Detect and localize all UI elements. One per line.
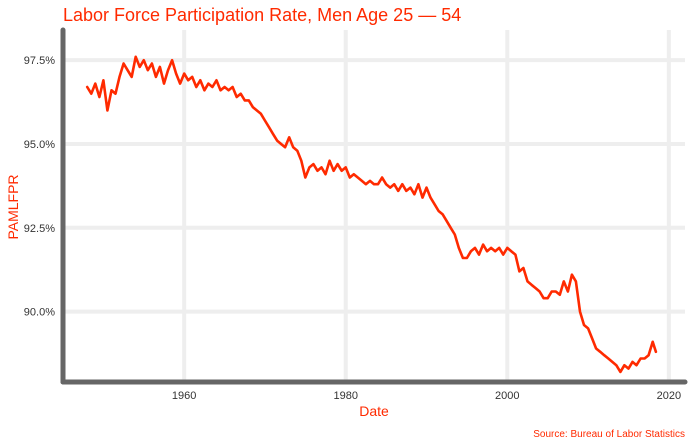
grid-lines xyxy=(63,30,685,382)
x-axis-title: Date xyxy=(359,403,389,419)
y-tick-label: 95.0% xyxy=(24,139,55,151)
x-tick-label: 1980 xyxy=(333,390,357,402)
y-axis-title: PAMLFPR xyxy=(5,174,21,239)
x-tick-label: 2020 xyxy=(657,390,681,402)
axes xyxy=(60,27,688,385)
series-line xyxy=(85,55,658,374)
source-note: Source: Bureau of Labor Statistics xyxy=(533,429,685,440)
y-tick-label: 97.5% xyxy=(24,55,55,67)
y-tick-label: 92.5% xyxy=(24,223,55,235)
tick-labels: 90.0% 92.5% 95.0% 97.5% 1960 1980 2000 2020 xyxy=(24,55,681,402)
y-tick-label: 90.0% xyxy=(24,307,55,319)
x-tick-label: 2000 xyxy=(495,390,519,402)
chart-title: Labor Force Participation Rate, Men Age … xyxy=(63,5,461,25)
x-tick-label: 1960 xyxy=(172,390,196,402)
